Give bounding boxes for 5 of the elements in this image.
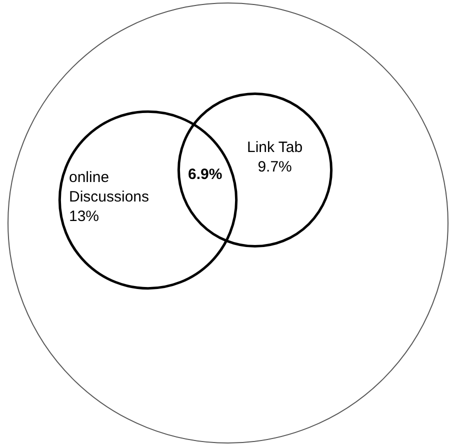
text: 6.9% (188, 166, 222, 183)
data-label: 13% (69, 208, 100, 225)
data-label: 9.7% (258, 158, 292, 176)
category-label: online Discussions (69, 169, 150, 206)
category-label: Link Tab (247, 139, 303, 156)
